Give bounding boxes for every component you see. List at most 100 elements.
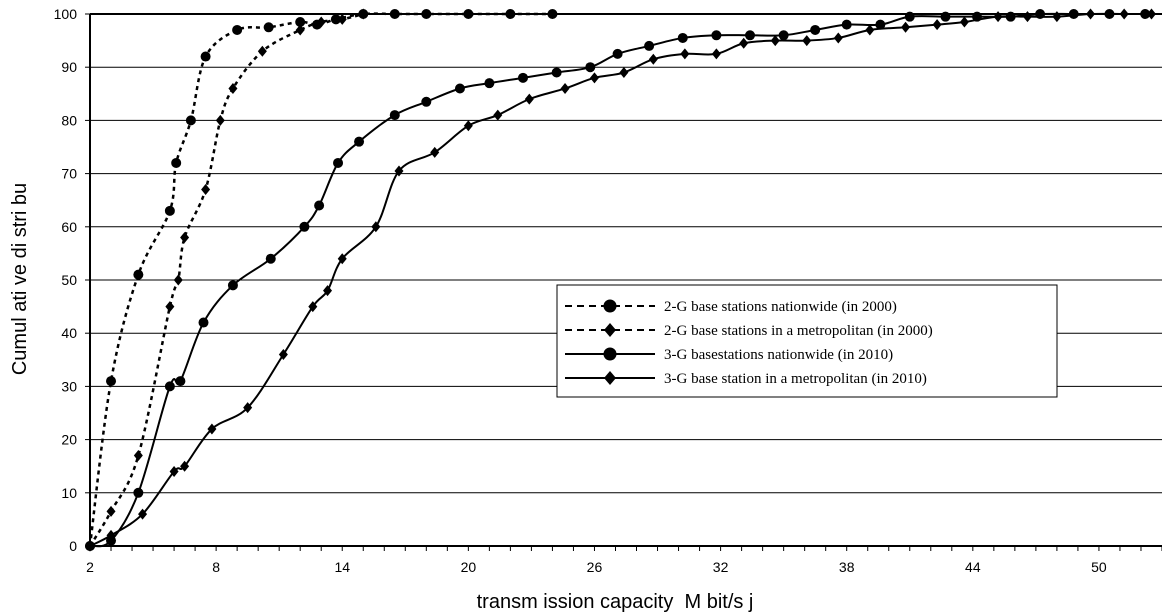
legend-marker: [604, 323, 616, 337]
data-point: [585, 62, 596, 73]
data-point: [463, 120, 473, 132]
data-point: [173, 274, 183, 286]
legend-item-3: 3-G basestations nationwide (in 2010): [565, 347, 893, 363]
data-point: [198, 317, 209, 328]
series-line: [88, 12, 364, 547]
data-point: [180, 460, 190, 472]
data-point: [257, 45, 267, 57]
data-point: [201, 184, 211, 196]
y-tick-label: 10: [61, 485, 77, 501]
data-point: [711, 30, 722, 41]
legend-item-1: 2-G base stations nationwide (in 2000): [565, 299, 897, 315]
data-point: [904, 11, 915, 22]
y-tick-label: 70: [61, 166, 77, 182]
data-point: [299, 221, 310, 232]
x-tick-label: 14: [334, 559, 350, 575]
legend-label: 3-G basestations nationwide (in 2010): [664, 347, 893, 363]
data-point: [865, 24, 875, 36]
data-point: [739, 37, 749, 49]
data-point: [133, 487, 144, 498]
x-tick-label: 32: [713, 559, 729, 575]
data-point: [454, 83, 465, 94]
data-point: [389, 110, 400, 121]
data-point: [295, 16, 306, 27]
data-point: [677, 32, 688, 43]
data-point: [180, 231, 190, 243]
data-point: [1052, 11, 1062, 23]
data-point: [227, 280, 238, 291]
data-point: [371, 221, 381, 233]
legend-marker: [604, 371, 616, 385]
data-point: [389, 9, 400, 19]
data-point: [164, 205, 175, 216]
data-point: [278, 348, 288, 360]
x-tick-labels: 2 8 14 20 26 32 38 44 50: [86, 559, 1107, 575]
y-tick-label: 100: [54, 6, 78, 22]
data-point: [745, 30, 756, 41]
data-point: [165, 301, 175, 313]
legend-marker: [603, 299, 617, 313]
data-point: [518, 72, 529, 83]
data-point: [551, 67, 562, 78]
x-tick-label: 26: [587, 559, 603, 575]
legend-label: 2-G base stations nationwide (in 2000): [664, 299, 897, 315]
x-tick-label: 20: [461, 559, 477, 575]
y-tick-label: 0: [69, 538, 77, 554]
data-point: [394, 165, 404, 177]
data-point: [505, 9, 516, 19]
data-point: [680, 48, 690, 60]
series-4: [85, 8, 1156, 552]
data-point: [901, 21, 911, 33]
data-point: [358, 8, 368, 20]
data-point: [207, 423, 217, 435]
data-point: [243, 402, 253, 414]
data-point: [463, 9, 474, 19]
y-tick-label: 30: [61, 378, 77, 394]
series-layer: [85, 8, 1156, 552]
data-point: [770, 35, 780, 47]
data-point: [215, 114, 225, 126]
legend-item-4: 3-G base station in a metropolitan (in 2…: [565, 371, 927, 387]
data-point: [133, 269, 144, 280]
data-point: [421, 96, 432, 107]
y-tick-labels: 0 10 20 30 40 50 60 70 80 90 100: [54, 6, 78, 554]
data-point: [314, 200, 325, 211]
y-axis-title: Cumul ati ve di stri bu: [9, 183, 31, 375]
x-tick-label: 38: [839, 559, 855, 575]
legend: 2-G base stations nationwide (in 2000) 2-…: [556, 284, 1058, 398]
data-point: [993, 11, 1003, 23]
data-point: [875, 19, 886, 30]
legend-label: 3-G base station in a metropolitan (in 2…: [664, 371, 927, 387]
data-point: [484, 78, 495, 89]
data-point: [85, 540, 95, 552]
data-point: [612, 48, 623, 59]
data-point: [1086, 8, 1096, 20]
data-point: [802, 35, 812, 47]
data-point: [330, 14, 341, 25]
data-point: [185, 115, 196, 126]
data-point: [833, 32, 843, 44]
data-point: [778, 30, 789, 41]
y-tick-label: 50: [61, 272, 77, 288]
data-point: [940, 11, 951, 22]
data-point: [106, 505, 116, 517]
data-point: [106, 529, 116, 541]
data-point: [1146, 8, 1156, 20]
data-point: [841, 19, 852, 30]
data-point: [1022, 11, 1032, 23]
data-point: [164, 381, 175, 392]
data-point: [589, 72, 599, 84]
data-point: [323, 285, 333, 297]
data-point: [648, 53, 658, 65]
series-1: [85, 9, 558, 551]
data-point: [228, 82, 238, 94]
data-point: [959, 16, 969, 28]
legend-label: 2-G base stations in a metropolitan (in …: [664, 323, 933, 339]
data-point: [295, 24, 305, 36]
data-point: [337, 253, 347, 265]
data-point: [308, 301, 318, 313]
series-3: [85, 9, 1151, 551]
data-point: [171, 157, 182, 168]
data-point: [133, 450, 143, 462]
